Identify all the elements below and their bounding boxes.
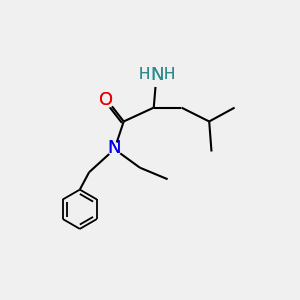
Text: H: H: [138, 67, 150, 82]
Text: N: N: [108, 139, 121, 157]
Text: H: H: [138, 67, 150, 82]
Text: N: N: [108, 139, 121, 157]
Text: N: N: [150, 66, 163, 84]
Circle shape: [108, 143, 121, 156]
Text: N: N: [150, 66, 163, 84]
Circle shape: [101, 94, 114, 107]
Text: H: H: [163, 67, 175, 82]
Circle shape: [150, 74, 163, 86]
Text: H: H: [163, 67, 175, 82]
Text: O: O: [99, 91, 113, 109]
Text: O: O: [99, 91, 113, 109]
